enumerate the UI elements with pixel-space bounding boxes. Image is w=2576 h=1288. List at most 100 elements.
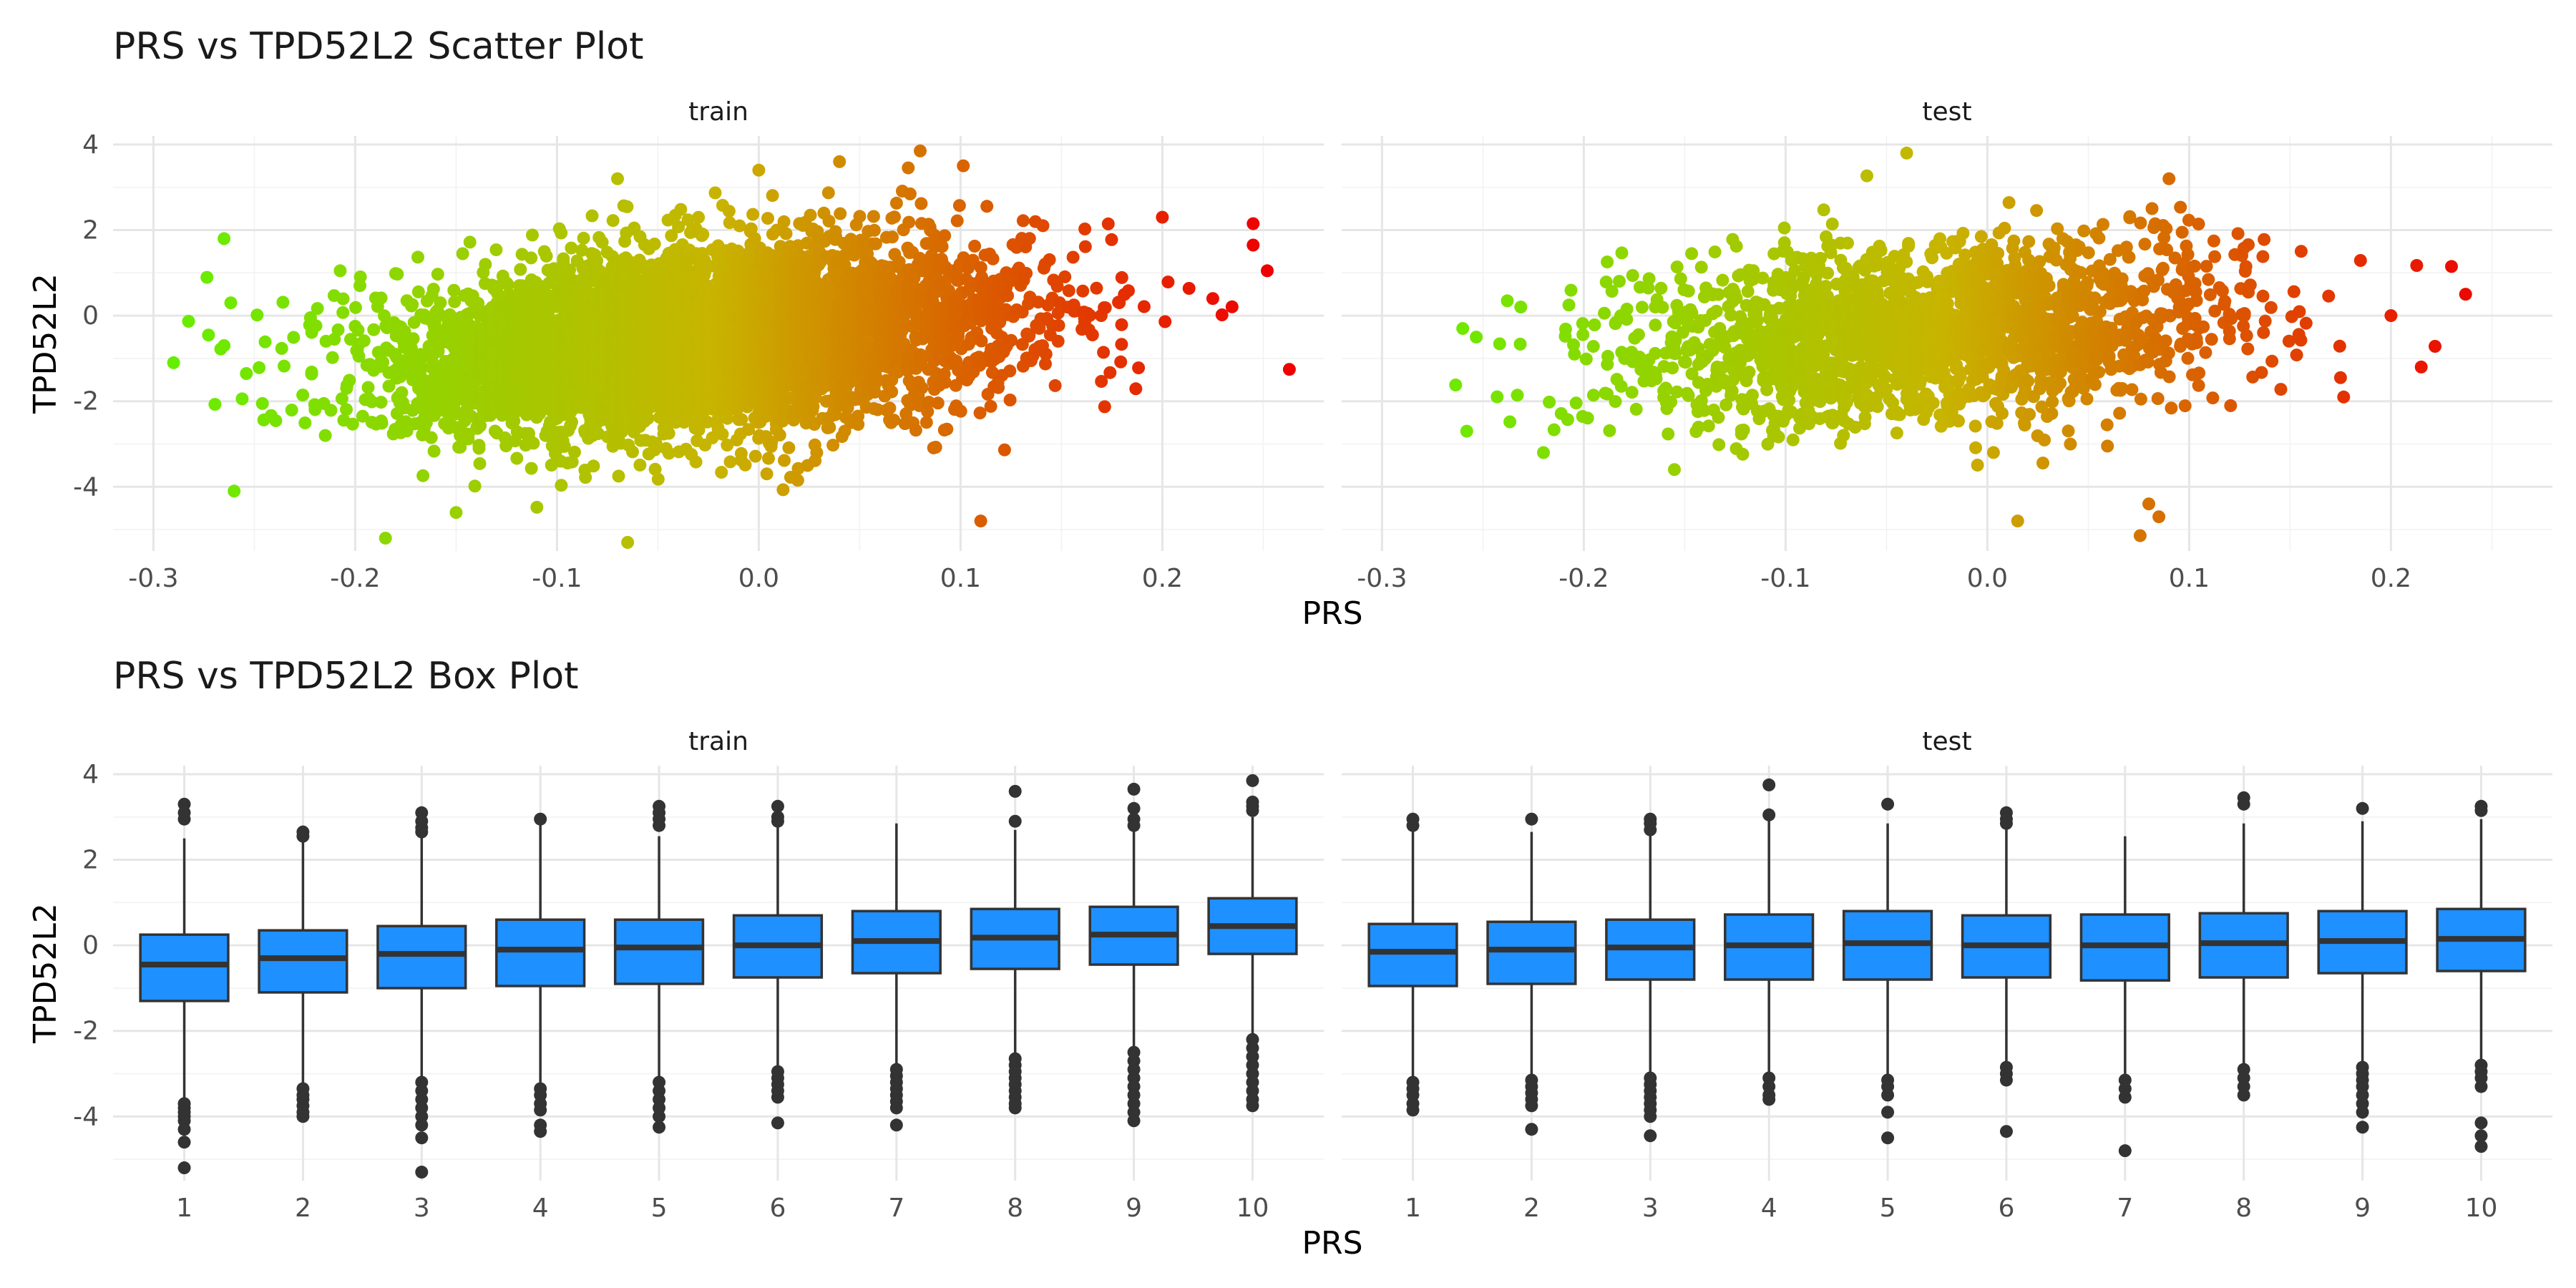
scatter-point <box>915 381 929 395</box>
scatter-point <box>935 240 949 253</box>
scatter-point <box>318 429 332 442</box>
scatter-point <box>557 252 570 265</box>
scatter-point <box>335 392 348 406</box>
x-tick-label: -0.1 <box>532 564 582 593</box>
y-tick-label: 4 <box>82 130 99 160</box>
x-tick-label: -0.3 <box>128 564 178 593</box>
scatter-point <box>376 356 390 369</box>
scatter-point <box>777 215 791 228</box>
scatter-point <box>885 385 899 399</box>
scatter-point <box>715 466 728 479</box>
scatter-point <box>611 172 624 185</box>
scatter-point <box>424 431 438 444</box>
scatter-point <box>200 270 214 284</box>
scatter-point <box>804 208 817 222</box>
scatter-plot: PRS vs TPD52L2 Scatter Plot train-0.3 -0.… <box>27 25 2552 632</box>
scatter-point <box>382 379 396 393</box>
scatter-point <box>773 429 786 441</box>
scatter-point <box>324 404 338 417</box>
scatter-point <box>374 291 388 305</box>
scatter-point <box>526 228 539 242</box>
scatter-point <box>378 309 391 323</box>
y-tick-label: -4 <box>73 472 99 502</box>
scatter-point <box>443 308 457 321</box>
scatter-point <box>834 207 847 220</box>
scatter-point <box>823 421 836 434</box>
x-tick-label: -0.2 <box>330 564 380 593</box>
scatter-point <box>776 483 790 497</box>
scatter-point <box>391 268 404 281</box>
scatter-point <box>540 249 553 263</box>
scatter-point <box>914 144 927 157</box>
scatter-point <box>202 328 215 342</box>
scatter-point <box>887 414 901 427</box>
scatter-point <box>555 479 568 492</box>
scatter-point <box>224 296 238 310</box>
scatter-point <box>240 367 253 380</box>
scatter-point <box>852 418 865 431</box>
scatter-point <box>525 462 538 475</box>
scatter-point <box>674 203 688 216</box>
scatter-point <box>692 210 706 224</box>
scatter-point <box>760 467 774 481</box>
scatter-point <box>298 416 312 429</box>
scatter-point <box>474 419 487 433</box>
scatter-point <box>253 361 266 374</box>
scatter-point <box>821 186 835 200</box>
scatter-point <box>853 210 867 223</box>
scatter-point <box>575 243 589 257</box>
scatter-point <box>311 302 324 316</box>
scatter-point <box>336 292 350 306</box>
scatter-point <box>395 386 409 399</box>
scatter-point <box>527 436 540 450</box>
scatter-point <box>606 214 620 228</box>
scatter-point <box>662 426 675 440</box>
scatter-point <box>902 215 916 229</box>
scatter-point <box>361 381 375 394</box>
scatter-point <box>343 374 356 387</box>
scatter-point <box>367 323 381 336</box>
scatter-point <box>449 407 462 421</box>
scatter-point <box>258 335 272 348</box>
scatter-point <box>353 270 367 283</box>
scatter-point <box>722 205 736 218</box>
scatter-point <box>514 263 527 276</box>
scatter-point <box>938 229 952 243</box>
scatter-point <box>708 186 722 200</box>
scatter-point <box>530 500 544 514</box>
scatter-point <box>779 227 793 240</box>
scatter-point <box>340 403 353 416</box>
scatter-point <box>648 238 661 250</box>
scatter-point <box>510 452 524 465</box>
scatter-point <box>867 223 881 237</box>
scatter-point <box>275 341 288 355</box>
scatter-point <box>404 341 418 355</box>
x-tick-label: 0.1 <box>940 564 981 593</box>
scatter-point <box>431 268 444 281</box>
scatter-point <box>565 241 578 255</box>
scatter-point <box>463 235 477 249</box>
scatter-point <box>472 441 486 455</box>
scatter-point <box>738 458 752 472</box>
scatter-points-train <box>167 144 1296 549</box>
scatter-point <box>761 212 774 225</box>
y-tick-label: -2 <box>73 387 99 416</box>
scatter-point <box>723 455 737 469</box>
scatter-point <box>501 278 514 291</box>
scatter-point <box>228 484 241 498</box>
scatter-point <box>296 389 310 402</box>
scatter-point <box>940 422 954 436</box>
scatter-point <box>782 441 796 454</box>
scatter-point <box>886 230 899 244</box>
scatter-point <box>883 401 897 415</box>
scatter-point <box>448 295 462 308</box>
scatter-point <box>525 251 538 265</box>
scatter-point <box>867 210 880 223</box>
scatter-plot-title: PRS vs TPD52L2 Scatter Plot <box>113 25 643 68</box>
scatter-point <box>489 243 503 257</box>
scatter-point <box>696 228 710 241</box>
scatter-point <box>406 332 420 346</box>
scatter-point <box>568 445 581 459</box>
scatter-point <box>305 366 318 379</box>
scatter-point <box>889 196 903 210</box>
